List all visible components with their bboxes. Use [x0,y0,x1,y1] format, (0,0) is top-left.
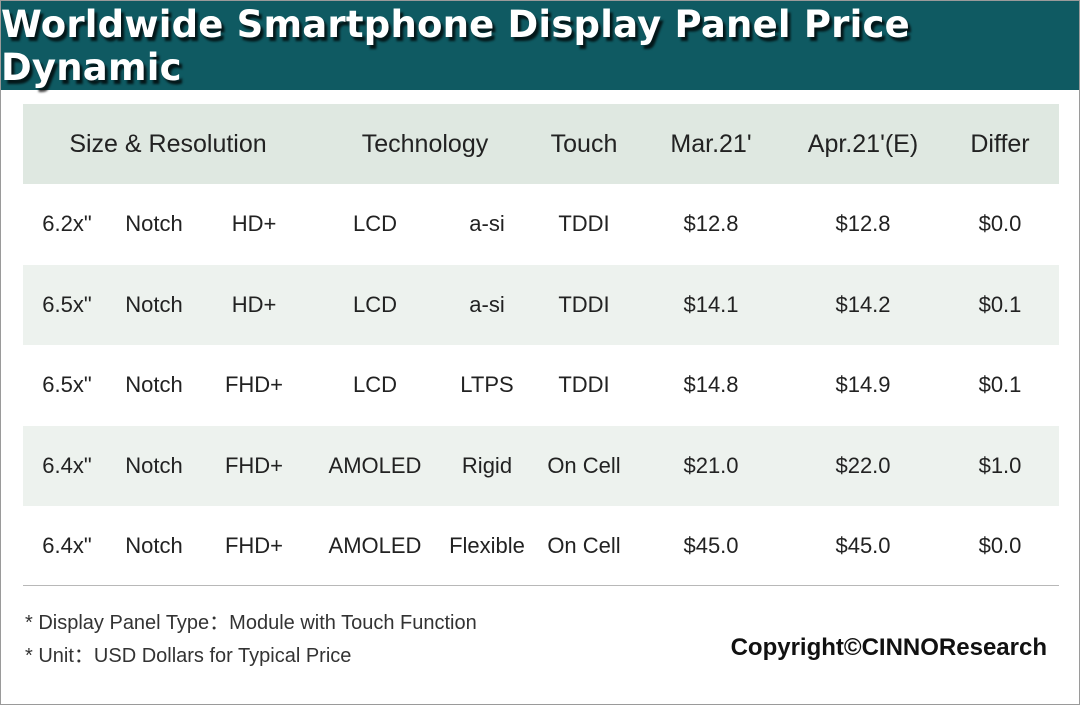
cell-differ: $0.1 [978,372,1022,398]
page-title: Worldwide Smartphone Display Panel Price… [1,2,910,89]
cell-form: Notch [125,372,183,398]
cell-touch: TDDI [558,372,610,398]
cell-touch: TDDI [558,211,610,237]
cell-mar21: $45.0 [683,533,739,559]
cell-size: 6.5x" [42,372,92,398]
cell-mar21: $12.8 [683,211,739,237]
cell-backplane: Rigid [461,452,513,478]
table-header-row: Size & Resolution Technology Touch Mar.2… [23,104,1059,184]
table-row: 6.5x" Notch HD+ LCD a-si TDDI $14.1 $14.2 $0.1 [23,264,1059,345]
cell-mar21: $14.8 [683,372,739,398]
cell-size: 6.5x" [42,291,92,317]
cell-form: Notch [125,533,183,559]
header-differ: Differ [970,129,1030,158]
cell-touch: On Cell [547,533,621,559]
footnotes: * Display Panel Type：Module with Touch F… [25,608,477,674]
table-row: 6.2x" Notch HD+ LCD a-si TDDI $12.8 $12.8 $0.0 [23,184,1059,265]
table-body: 6.2x" Notch HD+ LCD a-si TDDI $12.8 $12.8 $0.0 6.… [23,184,1059,587]
table-row: 6.4x" Notch FHD+ AMOLED Rigid On Cell $21.0 $22… [23,425,1059,506]
cell-mar21: $21.0 [683,452,739,478]
cell-resolution: HD+ [231,291,277,317]
header-technology: Technology [361,129,489,158]
cell-apr21e: $45.0 [835,533,891,559]
cell-size: 6.4x" [42,452,92,478]
cell-differ: $1.0 [978,452,1022,478]
table-bottom-rule [23,585,1059,586]
cell-apr21e: $22.0 [835,452,891,478]
cell-resolution: HD+ [231,211,277,237]
cell-backplane: Flexible [449,533,525,559]
cell-panel: LCD [352,372,397,398]
cell-differ: $0.0 [978,211,1022,237]
header-size-resolution: Size & Resolution [69,129,267,158]
title-banner: Worldwide Smartphone Display Panel Price… [1,1,1079,90]
header-apr21e: Apr.21'(E) [807,129,919,158]
cell-backplane: a-si [469,211,505,237]
cell-mar21: $14.1 [683,291,739,317]
cell-backplane: a-si [469,291,505,317]
cell-form: Notch [125,211,183,237]
cell-panel: LCD [352,291,397,317]
cell-resolution: FHD+ [224,452,284,478]
cell-resolution: FHD+ [224,533,284,559]
cell-touch: On Cell [547,452,621,478]
cell-resolution: FHD+ [224,372,284,398]
cell-apr21e: $12.8 [835,211,891,237]
cell-panel: AMOLED [328,452,422,478]
price-table: Size & Resolution Technology Touch Mar.2… [23,104,1059,587]
cell-touch: TDDI [558,291,610,317]
footnote-panel-type: * Display Panel Type：Module with Touch F… [25,612,477,634]
table-row: 6.4x" Notch FHD+ AMOLED Flexible On Cell $45.0… [23,506,1059,587]
cell-apr21e: $14.2 [835,291,891,317]
header-touch: Touch [550,129,618,158]
copyright-label: Copyright©CINNOResearch [730,634,1047,661]
cell-differ: $0.0 [978,533,1022,559]
cell-apr21e: $14.9 [835,372,891,398]
cell-form: Notch [125,291,183,317]
cell-form: Notch [125,452,183,478]
footnote-unit: * Unit：USD Dollars for Typical Price [25,645,352,667]
cell-panel: LCD [352,211,397,237]
cell-panel: AMOLED [328,533,422,559]
table-row: 6.5x" Notch FHD+ LCD LTPS TDDI $14.8 $14.9 $0.1 [23,345,1059,426]
cell-size: 6.2x" [42,211,92,237]
header-mar21: Mar.21' [670,129,752,158]
cell-size: 6.4x" [42,533,92,559]
cell-backplane: LTPS [460,372,514,398]
cell-differ: $0.1 [978,291,1022,317]
